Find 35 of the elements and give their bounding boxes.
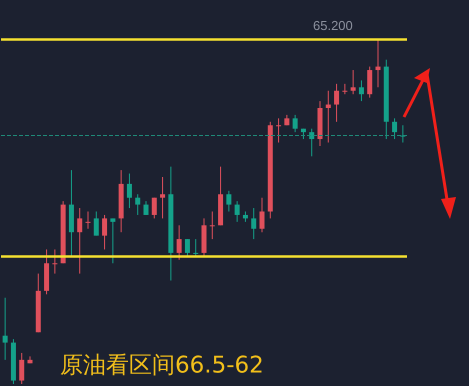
candlestick	[376, 38, 380, 88]
candlestick	[234, 200, 240, 222]
candlestick	[284, 114, 290, 126]
candlestick	[176, 224, 182, 260]
candlestick	[135, 194, 140, 216]
candlestick	[326, 90, 331, 143]
candlestick	[77, 208, 82, 274]
candlestick	[392, 118, 398, 140]
candlestick	[152, 197, 157, 219]
text: 原油看区间66.5-62	[60, 352, 264, 378]
candlestick	[309, 128, 314, 157]
candlestick	[210, 211, 215, 240]
candlestick	[251, 208, 256, 240]
candlestick	[334, 83, 340, 122]
candlestick	[94, 211, 99, 236]
candlestick	[193, 238, 198, 257]
candlestick	[2, 297, 8, 360]
candlestick	[52, 248, 58, 274]
candlestick	[86, 211, 90, 230]
candlestick	[276, 118, 282, 143]
text: 65.200	[313, 18, 353, 33]
candlestick	[226, 190, 232, 212]
candlestick	[292, 114, 298, 133]
candlestick	[19, 352, 24, 384]
candlestick	[144, 200, 148, 216]
candlestick	[350, 70, 356, 95]
candlestick	[358, 80, 364, 102]
candlestick	[110, 218, 116, 264]
candlestick	[184, 238, 190, 257]
candlestick	[260, 197, 264, 233]
candlestick	[342, 83, 348, 95]
candlestick	[242, 211, 248, 222]
candlestick	[102, 214, 108, 250]
candlestick	[300, 128, 306, 140]
candlestick	[126, 173, 132, 209]
